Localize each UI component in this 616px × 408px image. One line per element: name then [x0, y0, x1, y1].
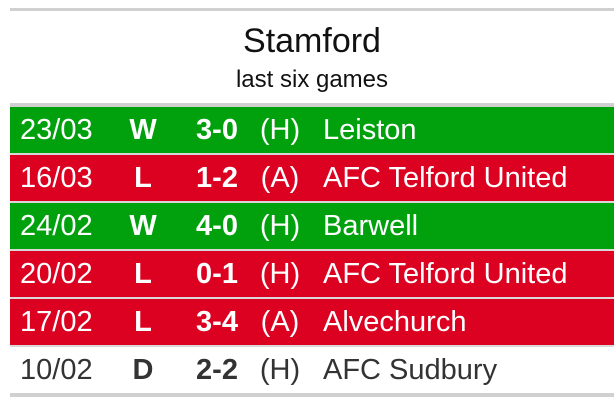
- game-opponent: AFC Telford United: [323, 258, 568, 290]
- header-divider: [10, 103, 614, 107]
- game-opponent: AFC Telford United: [323, 162, 568, 194]
- game-date: 17/02: [20, 306, 93, 338]
- game-result: W: [129, 114, 157, 146]
- subtitle: last six games: [235, 66, 389, 93]
- game-date: 23/03: [20, 114, 93, 146]
- game-opponent: Alvechurch: [323, 306, 467, 338]
- game-date: 24/02: [20, 210, 93, 242]
- game-score: 3-4: [196, 306, 238, 338]
- game-result: L: [134, 258, 152, 290]
- game-venue: (H): [259, 354, 301, 386]
- game-row: 23/03 W 3-0 (H) Leiston: [10, 107, 614, 155]
- game-score: 2-2: [196, 354, 238, 386]
- top-divider: [10, 8, 614, 11]
- game-row: 10/02 D 2-2 (H) AFC Sudbury: [10, 347, 614, 397]
- game-result: L: [134, 162, 152, 194]
- game-result: W: [129, 210, 157, 242]
- game-score: 0-1: [196, 258, 238, 290]
- results-table: Stamford last six games 23/03 W 3-0 (H) Leis…: [10, 8, 614, 397]
- game-row: 16/03 L 1-2 (A) AFC Telford United: [10, 155, 614, 203]
- game-score: 1-2: [196, 162, 238, 194]
- game-date: 20/02: [20, 258, 93, 290]
- game-result: L: [134, 306, 152, 338]
- game-venue: (H): [259, 114, 301, 146]
- game-row: 17/02 L 3-4 (A) Alvechurch: [10, 299, 614, 347]
- game-date: 10/02: [20, 354, 93, 386]
- game-venue: (A): [260, 306, 300, 338]
- team-title: Stamford: [243, 22, 381, 60]
- game-venue: (H): [259, 258, 301, 290]
- game-result: D: [132, 354, 154, 386]
- game-row: 24/02 W 4-0 (H) Barwell: [10, 203, 614, 251]
- game-venue: (H): [259, 210, 301, 242]
- game-row: 20/02 L 0-1 (H) AFC Telford United: [10, 251, 614, 299]
- game-score: 4-0: [196, 210, 238, 242]
- game-opponent: AFC Sudbury: [323, 354, 498, 386]
- game-opponent: Barwell: [323, 210, 419, 242]
- game-opponent: Leiston: [323, 114, 417, 146]
- game-score: 3-0: [196, 114, 238, 146]
- games-list: 23/03 W 3-0 (H) Leiston 16/03 L 1-2 (A) AFC Telfo…: [10, 107, 614, 397]
- game-venue: (A): [260, 162, 300, 194]
- game-date: 16/03: [20, 162, 93, 194]
